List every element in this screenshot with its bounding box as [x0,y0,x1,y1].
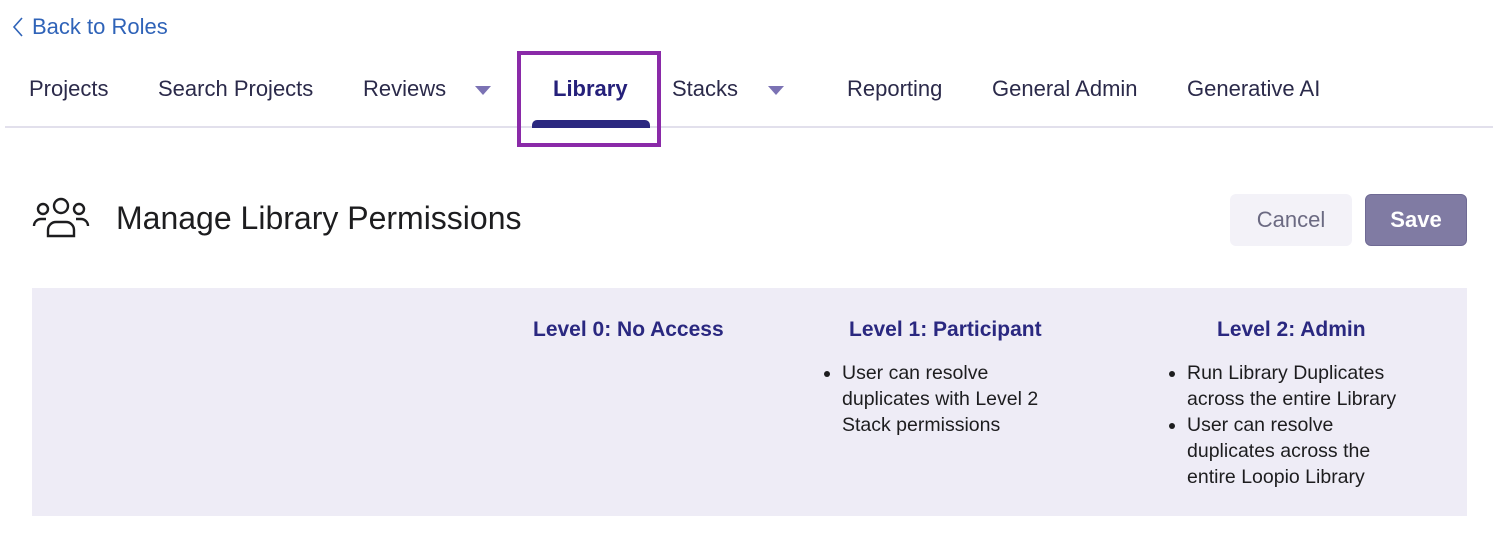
active-tab-indicator [532,120,650,128]
page-title: Manage Library Permissions [116,200,522,236]
level-2-title: Level 2: Admin [1217,318,1366,341]
stacks-dropdown-icon[interactable] [768,86,784,95]
cancel-button[interactable]: Cancel [1230,194,1352,246]
users-icon [32,197,90,238]
tab-projects[interactable]: Projects [29,76,109,101]
tab-bar: Projects Search Projects Reviews Library… [5,66,1493,128]
level-0-title: Level 0: No Access [533,318,724,341]
save-button[interactable]: Save [1365,194,1467,246]
tab-reviews[interactable]: Reviews [363,76,447,101]
permission-levels-panel: Level 0: No Access Level 1: Participant … [32,288,1467,516]
chevron-left-icon [12,17,23,37]
list-item: User can resolve duplicates with Level 2… [842,360,1062,438]
list-item: User can resolve duplicates across the e… [1187,412,1417,490]
tab-library[interactable]: Library [553,76,628,101]
tab-reporting[interactable]: Reporting [847,76,943,101]
list-item: Run Library Duplicates across the entire… [1187,360,1417,412]
tab-general-admin[interactable]: General Admin [992,76,1138,101]
level-1-title: Level 1: Participant [849,318,1042,341]
back-label: Back to Roles [32,14,168,39]
highlight-box [517,51,661,147]
reviews-dropdown-icon[interactable] [475,86,491,95]
level-1-list: User can resolve duplicates with Level 2… [822,360,1062,438]
tab-search-projects[interactable]: Search Projects [158,76,314,101]
level-2-list: Run Library Duplicates across the entire… [1167,360,1417,490]
tab-generative-ai[interactable]: Generative AI [1187,76,1321,101]
tab-stacks[interactable]: Stacks [672,76,739,101]
back-to-roles-link[interactable]: Back to Roles [12,14,168,40]
